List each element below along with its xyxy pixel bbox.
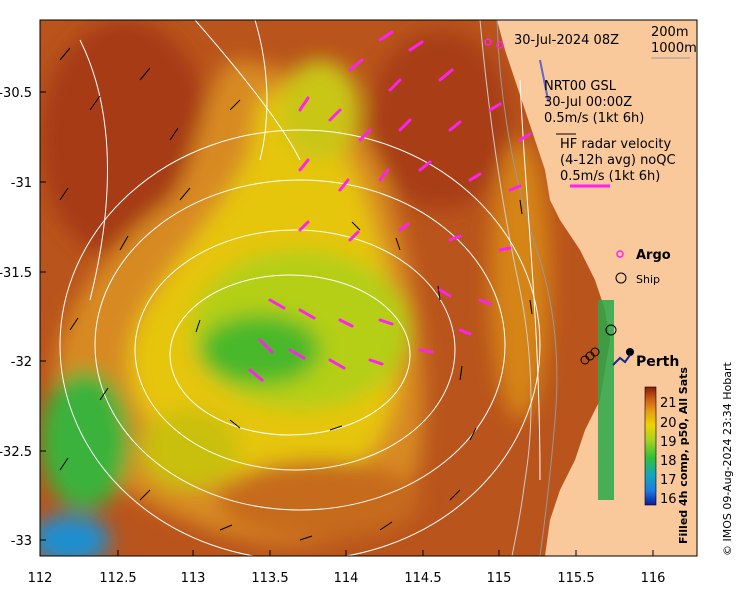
- lat-tick: -32.5: [0, 445, 32, 460]
- map-frame: [39, 19, 698, 557]
- credit-text: © IMOS 09-Aug-2024 23:34 Hobart: [721, 362, 734, 556]
- colorbar-tick: 17: [660, 473, 677, 488]
- isobath-200-label: 200m: [651, 25, 688, 40]
- lon-tick: 115: [487, 571, 512, 586]
- lon-tick: 112: [28, 571, 53, 586]
- lon-tick: 112.5: [99, 571, 136, 586]
- lat-tick: -31: [11, 176, 32, 191]
- colorbar: 21 20 19 18 17 16 Filled 4h comp, p50, A…: [644, 367, 690, 544]
- gsl-velocity-arrows: [59, 47, 533, 541]
- colorbar-tick: 16: [660, 492, 677, 507]
- lon-axis: 112 112.5 113 113.5 114 114.5 115 115.5 …: [28, 550, 666, 586]
- lon-tick: 114: [334, 571, 359, 586]
- timestamp: 30-Jul-2024 08Z: [514, 33, 619, 48]
- lat-tick: -33: [11, 534, 32, 549]
- gsl-legend-line3: 0.5m/s (1kt 6h): [544, 111, 644, 126]
- lat-tick: -30.5: [0, 86, 32, 101]
- colorbar-title: Filled 4h comp, p50, All Sats: [677, 367, 690, 544]
- hf-legend-line1: HF radar velocity: [560, 137, 672, 152]
- coast-sst-strip: [539, 59, 634, 500]
- hf-legend-line2: (4-12h avg) noQC: [560, 153, 676, 168]
- lat-tick: -32: [11, 355, 32, 370]
- gsl-legend-line1: NRT00 GSL: [544, 79, 617, 94]
- hf-legend-line3: 0.5m/s (1kt 6h): [560, 169, 660, 184]
- colorbar-tick: 19: [660, 435, 677, 450]
- argo-legend-marker: [616, 250, 624, 258]
- argo-legend-label: Argo: [636, 248, 671, 263]
- gsl-legend-line2: 30-Jul 00:00Z: [544, 95, 632, 110]
- lon-tick: 113.5: [251, 571, 288, 586]
- hf-radar-arrows: [248, 30, 532, 382]
- isobath-1000-label: 1000m: [651, 41, 697, 56]
- lat-tick: -31.5: [0, 266, 32, 281]
- lat-axis: -30.5 -31 -31.5 -32 -32.5 -33: [0, 86, 46, 549]
- ship-legend-label: Ship: [636, 273, 660, 286]
- lon-tick: 115.5: [557, 571, 594, 586]
- lon-tick: 116: [641, 571, 666, 586]
- sea-level-contours: [59, 20, 541, 556]
- colorbar-tick: 21: [660, 396, 677, 411]
- ship-legend-marker: [615, 272, 627, 284]
- colorbar-tick: 20: [660, 416, 677, 431]
- colorbar-tick: 18: [660, 454, 677, 469]
- argo-markers: [484, 38, 504, 49]
- city-label-perth: Perth: [636, 354, 679, 370]
- lon-tick: 114.5: [404, 571, 441, 586]
- lon-tick: 113: [181, 571, 206, 586]
